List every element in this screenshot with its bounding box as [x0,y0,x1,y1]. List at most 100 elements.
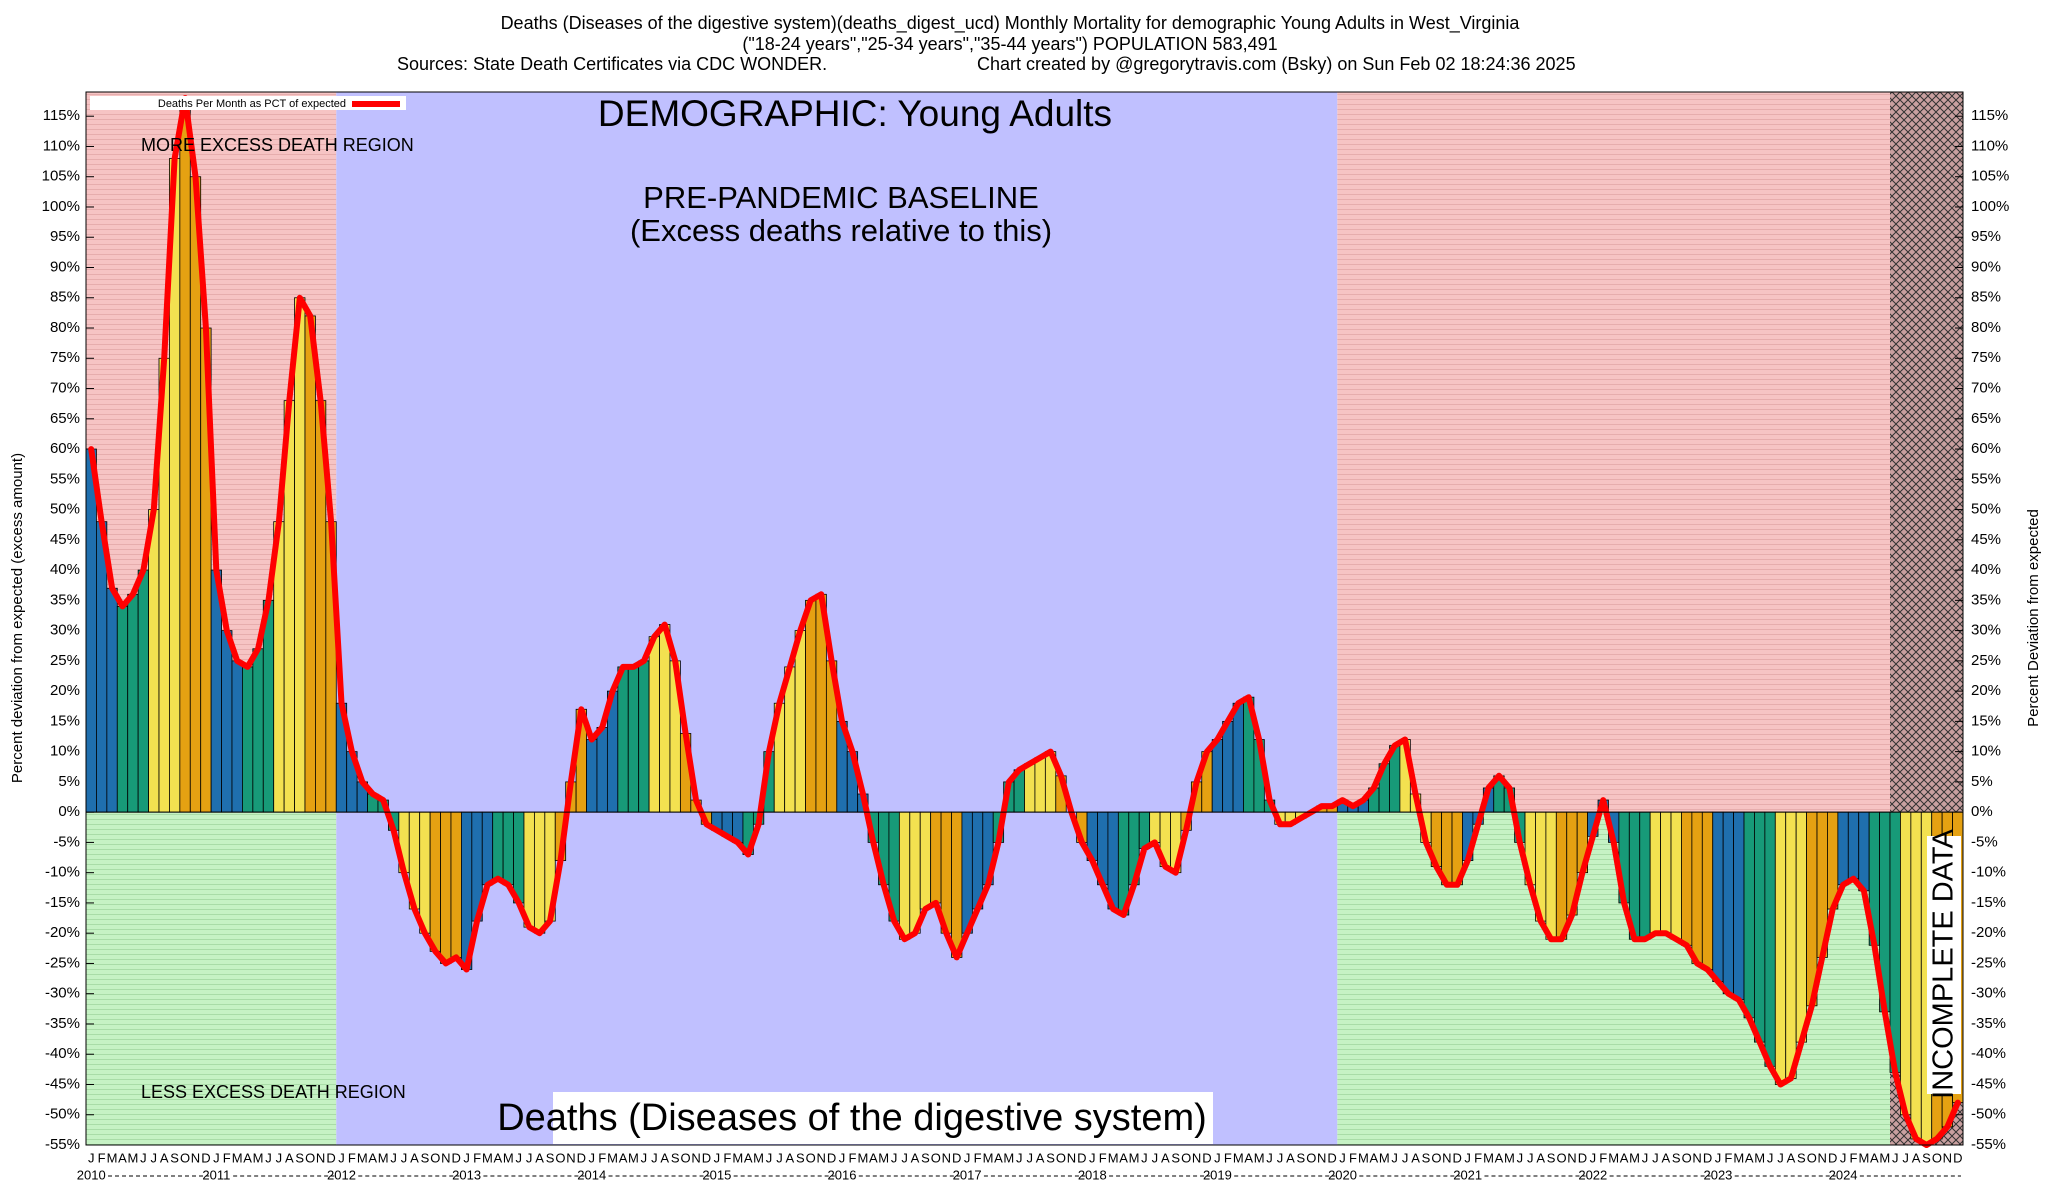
x-tick-label: A [535,1150,544,1165]
x-tick-label: O [1682,1150,1692,1165]
x-tick-label: J [526,1150,533,1165]
x-tick-label: N [191,1150,200,1165]
y2-tick-label: 40% [1971,561,2001,578]
x-tick-label: F [223,1150,231,1165]
x-tick-label: S [295,1150,304,1165]
x-tick-label: N [316,1150,325,1165]
x-tick-label: D [1953,1150,1962,1165]
bar [617,666,629,813]
bar [1743,811,1755,1019]
x-tick-label: J [588,1150,595,1165]
x-tick-label: F [723,1150,731,1165]
bar [137,569,149,813]
y-tick-label: 90% [50,258,80,275]
x-tick-label: J [901,1150,908,1165]
year-label: 2020 [1328,1167,1357,1182]
y2-tick-label: 55% [1971,470,2001,487]
x-tick-label: F [98,1150,106,1165]
bar [419,811,431,934]
y2-tick-label: -55% [1971,1136,2006,1153]
x-tick-label: A [1036,1150,1045,1165]
x-tick-label: M [503,1150,514,1165]
x-tick-label: D [952,1150,961,1165]
year-label: 2018 [1078,1167,1107,1182]
x-tick-label: M [1879,1150,1890,1165]
y-tick-label: 110% [43,137,80,154]
y2-tick-label: 50% [1971,501,2001,518]
x-tick-label: M [1379,1150,1390,1165]
x-tick-label: A [1536,1150,1545,1165]
y2-tick-label: -35% [1971,1015,2006,1032]
bar [596,727,608,813]
x-tick-label: N [1067,1150,1076,1165]
x-tick-label: J [265,1150,272,1165]
x-tick-label: M [1233,1150,1244,1165]
x-tick-label: O [555,1150,565,1165]
bar [85,448,97,813]
x-tick-label: J [1892,1150,1899,1165]
x-tick-label: M [253,1150,264,1165]
x-tick-label: J [463,1150,470,1165]
x-tick-label: J [1141,1150,1148,1165]
x-tick-label: A [160,1150,169,1165]
bar [242,666,254,813]
x-tick-label: J [88,1150,95,1165]
demographic-label: DEMOGRAPHIC: Young Adults [598,93,1112,134]
x-tick-label: A [1161,1150,1170,1165]
bar [502,811,514,886]
y2-tick-label: 70% [1971,380,2001,397]
bar [1232,702,1244,813]
x-tick-label: M [1129,1150,1140,1165]
x-tick-label: N [1692,1150,1701,1165]
bar [116,605,129,813]
y-tick-label: -50% [45,1106,80,1123]
x-tick-label: S [1547,1150,1556,1165]
x-tick-label: M [1254,1150,1265,1165]
x-tick-label: M [107,1150,118,1165]
x-tick-label: O [1056,1150,1066,1165]
bar [659,624,671,813]
x-tick-label: A [285,1150,294,1165]
year-label: 2024 [1829,1167,1858,1182]
x-tick-label: A [1369,1150,1378,1165]
x-tick-label: D [1077,1150,1086,1165]
year-label: 2012 [327,1167,356,1182]
x-tick-label: J [1517,1150,1524,1165]
x-tick-label: D [1202,1150,1211,1165]
x-tick-label: A [994,1150,1003,1165]
y-tick-label: 85% [50,289,80,306]
y2-tick-label: -10% [1971,864,2006,881]
incomplete-label: INCOMPLETE DATA [1928,829,1960,1099]
x-tick-label: A [118,1150,127,1165]
bar [492,811,504,880]
y2-tick-label: 65% [1971,410,2001,427]
x-tick-label: S [421,1150,430,1165]
y2-tick-label: -40% [1971,1045,2006,1062]
bar [1733,811,1745,1001]
y2-tick-label: 10% [1971,743,2001,760]
x-tick-label: J [1715,1150,1722,1165]
x-tick-label: F [1224,1150,1232,1165]
x-tick-label: M [1108,1150,1119,1165]
x-tick-label: S [546,1150,555,1165]
baseline-label: PRE-PANDEMIC BASELINE [643,180,1039,215]
bar [1774,811,1787,1085]
y2-tick-label: 45% [1971,531,2001,548]
bar [179,97,191,813]
bar [1712,811,1724,983]
y-tick-label: 30% [50,622,80,639]
y2-tick-label: -25% [1971,954,2006,971]
x-tick-label: J [1152,1150,1159,1165]
y-tick-label: 5% [58,773,80,790]
x-tick-label: A [869,1150,878,1165]
y-tick-label: 10% [50,743,80,760]
bar [148,509,160,813]
x-tick-label: A [410,1150,419,1165]
y-tick-label: -20% [45,924,80,941]
x-tick-label: N [1943,1150,1952,1165]
bar [1691,811,1703,964]
cause-label: Deaths (Diseases of the digestive system… [497,1097,1207,1139]
y2-tick-label: 20% [1971,682,2001,699]
x-tick-label: J [1652,1150,1659,1165]
